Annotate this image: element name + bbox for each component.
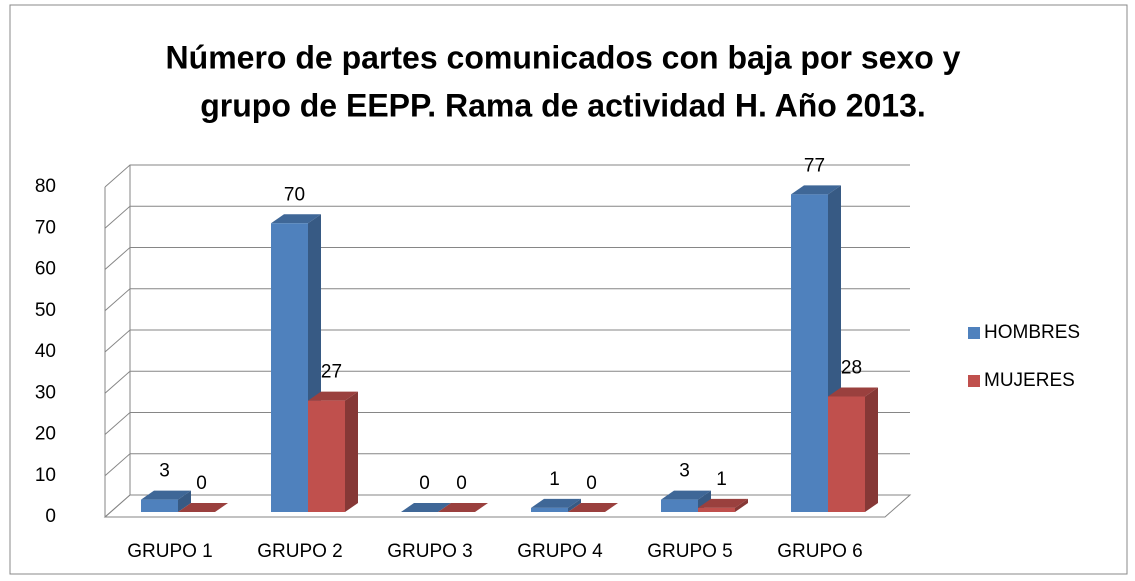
bar-top (141, 490, 191, 500)
y-tick-label: 50 (35, 300, 56, 321)
bar-top (661, 490, 711, 500)
y-tick-label: 40 (35, 341, 56, 362)
y-tick-label: 80 (35, 176, 56, 197)
bar-front (531, 507, 568, 512)
bar-side (568, 498, 581, 512)
bar (698, 498, 748, 512)
chart-title: Número de partes comunicados con baja po… (166, 39, 961, 75)
grid-line (104, 288, 910, 312)
bar-top (791, 185, 841, 195)
x-tick-label: GRUPO 1 (127, 541, 213, 562)
bar-front (141, 499, 178, 512)
x-tick-label: GRUPO 5 (647, 541, 733, 562)
x-tick-label: GRUPO 4 (517, 541, 603, 562)
bar-top (698, 498, 748, 508)
bar-top (531, 498, 581, 508)
bar-front (791, 194, 828, 512)
data-label: 77 (804, 155, 825, 176)
y-tick-label: 30 (35, 382, 56, 403)
legend-label: HOMBRES (984, 322, 1080, 343)
bar-side (865, 387, 878, 512)
bar-top (178, 503, 228, 512)
bar-top (401, 503, 451, 512)
bar-side (735, 498, 748, 512)
bar (438, 503, 488, 512)
data-label: 70 (284, 184, 305, 205)
y-tick-label: 10 (35, 465, 56, 486)
data-label: 1 (716, 469, 727, 490)
legend-label: MUJERES (984, 370, 1075, 391)
bar (828, 387, 878, 512)
data-label: 28 (841, 358, 862, 379)
bar (531, 498, 581, 512)
grid-line (104, 164, 910, 188)
bar-front (308, 400, 345, 512)
chart-frame (9, 4, 1128, 575)
data-label: 0 (586, 473, 597, 494)
x-tick-label: GRUPO 3 (387, 541, 473, 562)
chart-title: grupo de EEPP. Rama de actividad H. Año … (200, 87, 926, 123)
grid-line (104, 494, 910, 518)
data-label: 3 (679, 461, 690, 482)
bar-top (438, 503, 488, 512)
bar-top (828, 387, 878, 397)
bar-front (698, 507, 735, 512)
data-label: 0 (196, 473, 207, 494)
data-label: 3 (159, 461, 170, 482)
data-label: 1 (549, 469, 560, 490)
bar-front (828, 396, 865, 512)
y-tick-label: 60 (35, 259, 56, 280)
data-label: 27 (321, 362, 342, 383)
y-tick-label: 0 (45, 506, 56, 527)
grid-line (104, 205, 910, 229)
bar-top (271, 214, 321, 224)
legend-swatch (968, 375, 980, 387)
bar (141, 490, 191, 512)
x-tick-label: GRUPO 6 (777, 541, 863, 562)
bar-front (271, 223, 308, 512)
bar-top (568, 503, 618, 512)
grid-line (104, 370, 910, 394)
bar-side (178, 490, 191, 512)
data-label: 0 (419, 473, 430, 494)
bar (401, 503, 451, 512)
legend-swatch (968, 327, 980, 339)
bar (568, 503, 618, 512)
bar-front (661, 499, 698, 512)
grid-line (104, 247, 910, 270)
bar-top (308, 391, 358, 401)
grid-line (104, 453, 910, 477)
bar (178, 503, 228, 512)
y-tick-label: 20 (35, 424, 56, 445)
bar (308, 391, 358, 512)
grid-line (104, 329, 910, 353)
bar-side (345, 391, 358, 512)
y-tick-label: 70 (35, 217, 56, 238)
grid-line (104, 412, 910, 435)
data-label: 0 (456, 473, 467, 494)
x-tick-label: GRUPO 2 (257, 541, 343, 562)
